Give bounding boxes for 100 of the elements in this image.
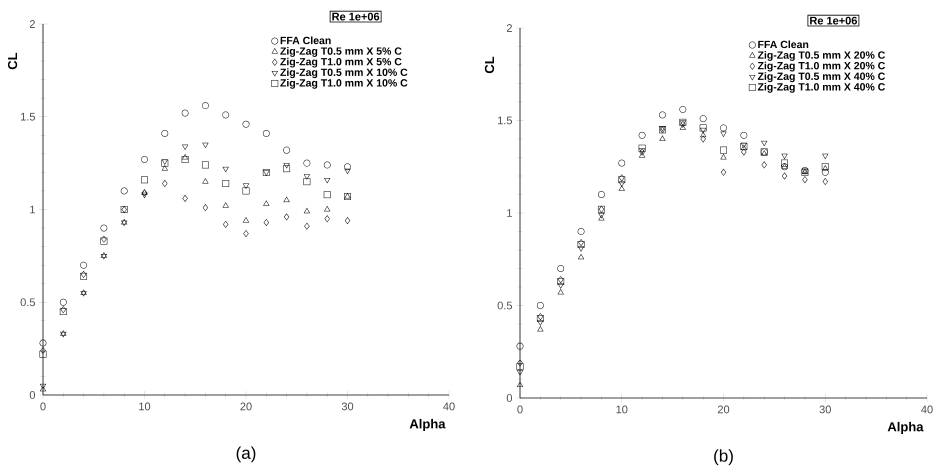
y-tick-label: 2 (506, 24, 512, 32)
y-tick-label: 0.5 (498, 302, 512, 310)
point (680, 120, 686, 128)
point (222, 202, 229, 208)
legend-label: FFA Clean (758, 40, 808, 48)
point (161, 130, 168, 137)
point (60, 308, 67, 315)
legend-label: Zig-Zag T0.5 mm X 5% C (280, 47, 402, 57)
point (182, 194, 188, 202)
point (639, 152, 646, 158)
point (618, 186, 625, 191)
point (781, 160, 788, 166)
point (324, 178, 330, 184)
point (40, 347, 46, 354)
point (303, 178, 310, 186)
point (141, 192, 148, 198)
point (263, 170, 270, 176)
point (700, 128, 706, 134)
point (578, 239, 584, 246)
point (141, 156, 148, 163)
point (324, 162, 331, 168)
point (60, 306, 66, 314)
point (802, 176, 808, 184)
point (120, 188, 128, 194)
y-axis-title: CL (484, 56, 494, 74)
point (284, 196, 290, 202)
point (619, 174, 624, 182)
point (618, 182, 625, 187)
point (700, 136, 706, 142)
legend-label: Zig-Zag T0.5 mm X 40% C (758, 72, 886, 82)
point (100, 254, 107, 260)
point (536, 302, 544, 309)
point (304, 222, 310, 230)
point (202, 142, 208, 148)
point (761, 140, 768, 146)
point (680, 124, 686, 130)
point (782, 172, 788, 180)
point (182, 156, 189, 163)
point (242, 188, 250, 194)
point (578, 254, 584, 260)
point (40, 386, 46, 392)
point (101, 236, 107, 243)
point (243, 230, 249, 238)
point (222, 180, 230, 187)
point (264, 219, 269, 226)
point (517, 359, 523, 366)
point (598, 191, 605, 198)
point (720, 132, 727, 137)
point (40, 340, 46, 347)
point (720, 154, 727, 160)
point (202, 204, 208, 212)
point (578, 228, 585, 235)
point (262, 168, 270, 176)
point (558, 276, 564, 284)
point (303, 160, 310, 167)
point (516, 363, 524, 370)
point (80, 270, 86, 278)
point (40, 384, 46, 390)
point (344, 168, 351, 174)
point (761, 150, 768, 156)
point (262, 130, 270, 137)
point (162, 180, 168, 187)
point (324, 206, 330, 212)
point (720, 146, 727, 154)
point (659, 136, 666, 141)
point (700, 132, 706, 138)
point (679, 118, 686, 126)
legend-title: Re 1e+06 (810, 16, 857, 24)
x-tick-label: 30 (342, 402, 354, 410)
point (223, 220, 228, 228)
y-tick-label: 0.5 (20, 298, 35, 306)
text: (a) (236, 446, 256, 462)
point (822, 168, 829, 176)
point (324, 215, 330, 222)
legend-label: Zig-Zag T1.0 mm X 20% C (758, 62, 886, 72)
point (202, 102, 209, 110)
legend-label: Zig-Zag T1.0 mm X 10% C (280, 78, 408, 89)
point (659, 112, 666, 118)
point (680, 120, 686, 126)
y-tick-label: 1.5 (498, 116, 512, 124)
point (762, 161, 767, 168)
point (638, 132, 646, 139)
x-tick-label: 0 (517, 406, 523, 414)
point (557, 265, 564, 272)
point (222, 111, 230, 118)
point (720, 124, 727, 132)
point (161, 160, 168, 167)
point (80, 262, 88, 269)
point (822, 154, 828, 160)
legend-label: Zig-Zag T1.0 mm X 40% C (758, 82, 886, 93)
point (182, 154, 188, 160)
point (822, 163, 829, 170)
point (720, 168, 726, 176)
point (100, 224, 108, 232)
point (822, 165, 828, 170)
y-tick-label: 1 (507, 209, 512, 217)
point (516, 382, 524, 387)
point (242, 184, 250, 189)
legend-label: Zig-Zag T0.5 mm X 20% C (758, 51, 886, 61)
y-tick-label: 2 (30, 20, 35, 28)
